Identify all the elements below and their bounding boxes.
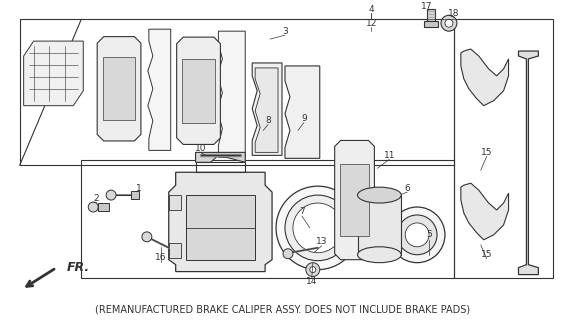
Polygon shape: [519, 51, 538, 275]
Text: (REMANUFACTURED BRAKE CALIPER ASSY. DOES NOT INCLUDE BRAKE PADS): (REMANUFACTURED BRAKE CALIPER ASSY. DOES…: [95, 304, 471, 314]
Text: 16: 16: [155, 253, 167, 262]
Text: 12: 12: [366, 19, 377, 28]
Text: 11: 11: [384, 151, 395, 160]
Circle shape: [106, 190, 116, 200]
Polygon shape: [186, 195, 255, 260]
Circle shape: [389, 207, 445, 263]
Circle shape: [346, 207, 363, 223]
Text: 15: 15: [481, 148, 493, 157]
Circle shape: [142, 232, 152, 242]
Bar: [182, 59, 215, 123]
Polygon shape: [24, 41, 83, 106]
Polygon shape: [255, 68, 278, 152]
Bar: [358, 195, 401, 255]
Text: 3: 3: [282, 27, 288, 36]
Polygon shape: [424, 21, 438, 27]
Polygon shape: [252, 63, 282, 155]
Circle shape: [285, 195, 350, 261]
Circle shape: [445, 19, 453, 27]
Circle shape: [293, 203, 342, 253]
Polygon shape: [461, 49, 508, 106]
Text: 5: 5: [426, 230, 432, 239]
Circle shape: [88, 202, 98, 212]
Polygon shape: [169, 243, 181, 258]
Polygon shape: [169, 195, 181, 210]
Text: 4: 4: [368, 5, 374, 14]
Ellipse shape: [358, 247, 401, 263]
Circle shape: [397, 215, 437, 255]
Polygon shape: [169, 172, 272, 272]
Polygon shape: [131, 191, 139, 199]
Circle shape: [405, 223, 429, 247]
Polygon shape: [177, 37, 220, 144]
Text: 10: 10: [195, 144, 206, 153]
Circle shape: [310, 267, 316, 273]
Text: 8: 8: [265, 116, 271, 125]
Polygon shape: [461, 183, 508, 240]
Polygon shape: [97, 36, 141, 141]
Bar: [340, 164, 370, 236]
Polygon shape: [195, 152, 245, 162]
Polygon shape: [334, 140, 375, 260]
Circle shape: [283, 249, 293, 259]
Text: 13: 13: [316, 237, 328, 246]
Text: 17: 17: [421, 2, 433, 11]
Circle shape: [346, 177, 363, 193]
Polygon shape: [285, 66, 320, 158]
Polygon shape: [218, 31, 245, 157]
Circle shape: [276, 186, 359, 270]
Circle shape: [441, 15, 457, 31]
Text: FR.: FR.: [66, 261, 89, 274]
Text: 14: 14: [306, 277, 318, 286]
Text: 7: 7: [299, 207, 305, 217]
Polygon shape: [98, 203, 109, 211]
Circle shape: [306, 263, 320, 276]
Polygon shape: [148, 29, 171, 150]
Polygon shape: [427, 9, 435, 21]
Bar: [103, 58, 136, 120]
Text: 9: 9: [301, 114, 307, 123]
Text: 18: 18: [448, 9, 460, 18]
Text: 15: 15: [481, 250, 493, 259]
Text: 1: 1: [136, 184, 142, 193]
Text: 2: 2: [93, 194, 99, 203]
Text: 6: 6: [405, 184, 410, 193]
Ellipse shape: [358, 187, 401, 203]
